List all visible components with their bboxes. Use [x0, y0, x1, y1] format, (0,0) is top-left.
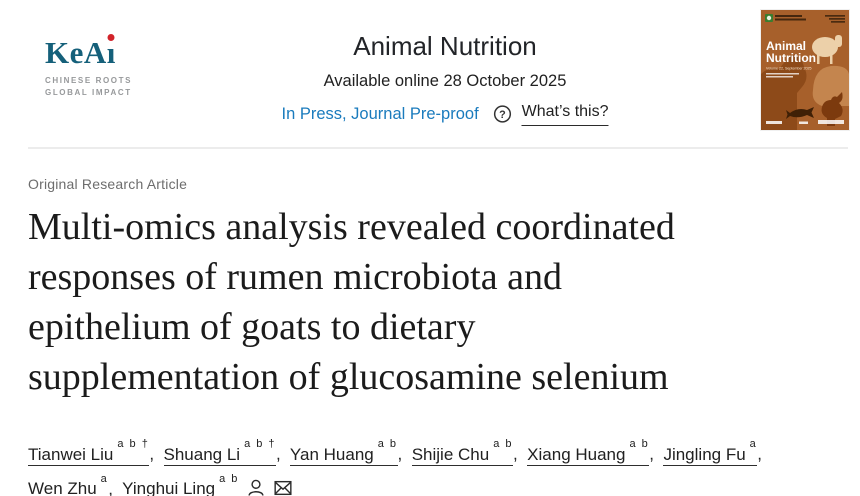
cover-title-line2: Nutrition: [766, 51, 816, 65]
author-link[interactable]: Yinghui Linga b: [122, 473, 239, 496]
journal-title-link[interactable]: Animal Nutrition: [353, 31, 537, 61]
author-affiliation-sup: a b: [493, 438, 513, 450]
keai-brand-text: KeAı: [45, 34, 116, 70]
page-header: KeAı CHINESE ROOTS GLOBAL IMPACT Animal …: [0, 0, 860, 149]
author-link[interactable]: Tianwei Liua b †: [28, 438, 150, 466]
author-affiliation-sup: a: [749, 438, 758, 450]
author-link[interactable]: Jingling Fua: [663, 438, 758, 466]
whats-this-link[interactable]: What’s this?: [521, 101, 609, 126]
status-row: In Press, Journal Pre-proof ? What’s thi…: [281, 101, 609, 126]
in-press-link[interactable]: In Press, Journal Pre-proof: [281, 104, 479, 123]
article-type-label: Original Research Article: [28, 176, 188, 192]
person-icon[interactable]: [246, 478, 266, 496]
author-link[interactable]: Shuang Lia b †: [163, 438, 277, 466]
cover-volume-text: Volume 22, September 2025: [766, 67, 812, 71]
cover-subtitle-bars: [766, 73, 799, 78]
available-online-date: Available online 28 October 2025: [323, 72, 567, 90]
keai-tagline: CHINESE ROOTS GLOBAL IMPACT: [45, 76, 133, 97]
cover-title-line1: Animal: [766, 39, 806, 53]
author-affiliation-sup: a b: [629, 438, 650, 450]
journal-header: Animal Nutrition Available online 28 Oct…: [281, 31, 609, 126]
svg-text:?: ?: [499, 108, 506, 120]
author-link[interactable]: Wen Zhua: [28, 473, 109, 496]
cover-society-text: [775, 15, 806, 21]
author-link[interactable]: Xiang Huanga b: [527, 438, 650, 466]
question-mark-circle-icon[interactable]: ?: [493, 104, 513, 124]
cover-issn-text: [825, 15, 845, 23]
author-affiliation-sup: a b: [219, 472, 239, 485]
author-list: Tianwei Liua b †, Shuang Lia b †, Yan Hu…: [28, 435, 848, 496]
hen-silhouette-icon: [821, 92, 843, 126]
sheep-silhouette-icon: [812, 35, 842, 64]
journal-cover-thumbnail[interactable]: Animal Nutrition Volume 22, September 20…: [760, 9, 850, 131]
keai-red-dot: [107, 34, 115, 41]
author-affiliation-sup: a b: [377, 438, 398, 450]
article-header-section: Original Research Article Multi-omics an…: [0, 148, 860, 496]
author-link[interactable]: Yan Huanga b: [289, 438, 398, 466]
author-link[interactable]: Shijie Chua b: [411, 438, 513, 466]
envelope-icon[interactable]: [273, 478, 293, 496]
author-affiliation-sup: a: [100, 472, 109, 485]
article-title: Multi-omics analysis revealed coordinate…: [28, 206, 675, 398]
cover-footer-logos: [766, 120, 844, 124]
keai-logo[interactable]: KeAı CHINESE ROOTS GLOBAL IMPACT: [45, 34, 133, 99]
fish-silhouette-icon: [786, 107, 814, 119]
author-affiliation-sup: a b †: [117, 438, 150, 450]
author-affiliation-sup: a b †: [244, 438, 277, 450]
header-divider: [28, 147, 848, 149]
